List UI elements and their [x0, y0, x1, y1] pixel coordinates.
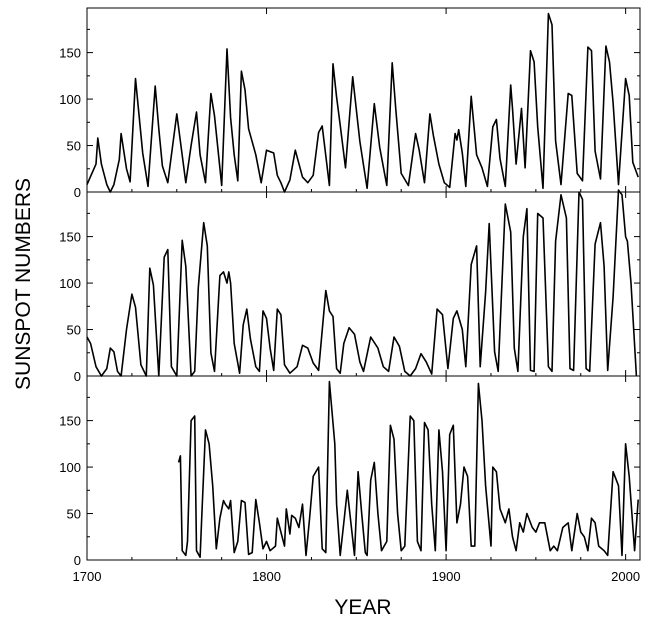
x-tick-label: 1800 — [252, 569, 281, 584]
panel-bottom-y-tick-label: 0 — [74, 553, 81, 568]
panel-bottom-y-tick-label: 100 — [59, 460, 81, 475]
panel-middle-y-tick-label: 0 — [74, 369, 81, 384]
panel-bottom-sunspot-line — [177, 380, 639, 559]
x-axis-title: YEAR — [334, 596, 391, 617]
panel-bottom-frame — [86, 375, 641, 561]
panel-middle-frame — [86, 191, 641, 377]
panel-top-y-tick-label: 150 — [59, 46, 81, 61]
panel-middle: 0 50 100 150 — [59, 189, 641, 384]
panel-top-sunspot-line — [86, 12, 639, 193]
x-tick-label: 2000 — [611, 569, 640, 584]
panel-middle-y-tick-label: 100 — [59, 276, 81, 291]
panel-top-y-tick-label: 100 — [59, 92, 81, 107]
panel-bottom-y-tick-label: 150 — [59, 414, 81, 429]
panel-top: 0 50 100 150 — [59, 7, 641, 200]
panel-bottom: 0 50 100 150 — [59, 375, 641, 568]
y-axis-title: SUNSPOT NUMBERS — [12, 178, 35, 390]
panel-top-y-tick-label: 0 — [74, 185, 81, 200]
panel-bottom-y-tick-label: 50 — [67, 507, 81, 522]
x-tick-label: 1900 — [432, 569, 461, 584]
panel-top-y-tick-label: 50 — [67, 139, 81, 154]
x-tick-label: 1700 — [73, 569, 102, 584]
panel-middle-y-tick-label: 50 — [67, 323, 81, 338]
panel-middle-y-tick-label: 150 — [59, 230, 81, 245]
panel-middle-sunspot-line — [86, 189, 638, 377]
